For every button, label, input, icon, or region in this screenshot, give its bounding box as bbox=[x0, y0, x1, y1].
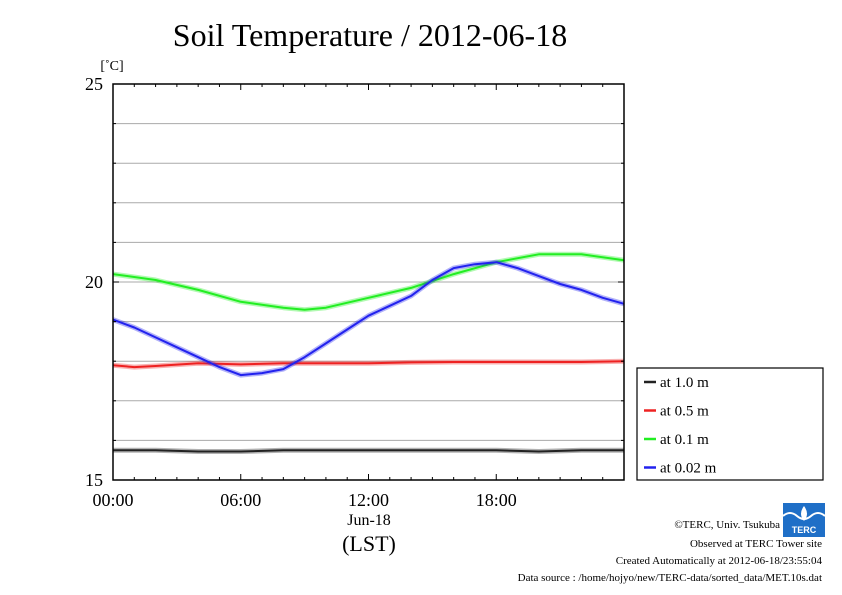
date-label: Jun-18 bbox=[347, 512, 391, 529]
legend: at 1.0 m at 0.5 m at 0.1 m at 0.02 m bbox=[636, 367, 824, 481]
x-tick-label: 18:00 bbox=[476, 490, 517, 510]
y-tick-label: 15 bbox=[85, 470, 103, 490]
series-lines bbox=[112, 251, 625, 454]
x-tick-label: 06:00 bbox=[220, 490, 261, 510]
axis-ticks: 15 20 25 00:00 06:00 12:00 18:00 bbox=[85, 74, 625, 510]
y-tick-label: 20 bbox=[85, 272, 103, 292]
series-line bbox=[112, 253, 625, 311]
legend-label: at 1.0 m bbox=[660, 375, 709, 391]
legend-label: at 0.02 m bbox=[660, 461, 717, 477]
source-text: Data source : /home/hojyo/new/TERC-data/… bbox=[517, 572, 822, 584]
series-line bbox=[113, 449, 624, 453]
series-line bbox=[112, 261, 625, 377]
chart-title: Soil Temperature / 2012-06-18 bbox=[173, 17, 567, 53]
created-text: Created Automatically at 2012-06-18/23:5… bbox=[615, 555, 822, 567]
y-axis-label: [˚C] bbox=[100, 59, 123, 74]
logo-text: TERC bbox=[792, 525, 817, 535]
series-line bbox=[112, 360, 625, 369]
legend-box bbox=[636, 367, 824, 481]
legend-label: at 0.5 m bbox=[660, 404, 709, 420]
legend-label: at 0.1 m bbox=[660, 432, 709, 448]
y-tick-label: 25 bbox=[85, 74, 103, 94]
terc-logo: TERC bbox=[782, 503, 826, 537]
x-tick-label: 00:00 bbox=[92, 490, 133, 510]
copyright-text: ©TERC, Univ. Tsukuba bbox=[674, 519, 780, 531]
grid-lines bbox=[113, 123, 624, 441]
x-axis-label: (LST) bbox=[342, 531, 396, 556]
observed-text: Observed at TERC Tower site bbox=[689, 538, 822, 550]
x-tick-label: 12:00 bbox=[348, 490, 389, 510]
